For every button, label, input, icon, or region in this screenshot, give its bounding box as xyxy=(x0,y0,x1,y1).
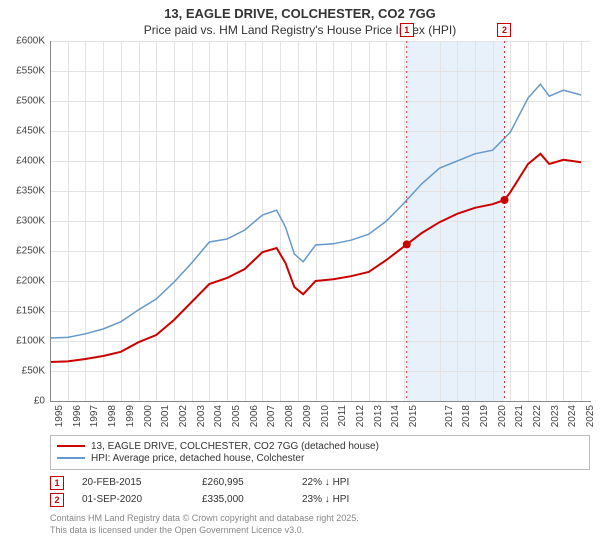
event-row: 1 20-FEB-2015£260,99522% ↓ HPI xyxy=(50,476,590,490)
event-price: £260,995 xyxy=(202,477,302,488)
series-line-price_paid xyxy=(50,154,581,362)
x-axis-label: 2015 xyxy=(408,405,419,427)
x-axis-label: 2025 xyxy=(585,405,596,427)
y-axis-label: £150K xyxy=(1,305,45,316)
y-axis-label: £50K xyxy=(1,365,45,376)
x-axis-label: 2001 xyxy=(160,405,171,427)
event-table: 1 20-FEB-2015£260,99522% ↓ HPI 2 01-SEP-202… xyxy=(50,476,590,507)
x-axis-label: 2018 xyxy=(461,405,472,427)
footnote-line: Contains HM Land Registry data © Crown c… xyxy=(50,513,590,525)
event-row-marker: 2 xyxy=(50,493,64,507)
footnote-line: This data is licensed under the Open Gov… xyxy=(50,525,590,537)
y-axis-label: £250K xyxy=(1,245,45,256)
legend-swatch xyxy=(57,445,85,447)
event-delta: 23% ↓ HPI xyxy=(302,494,422,505)
event-marker-1: 1 xyxy=(400,23,414,37)
gridline-h xyxy=(50,401,590,402)
y-axis-label: £400K xyxy=(1,155,45,166)
legend-label: HPI: Average price, detached house, Colc… xyxy=(91,453,304,464)
x-axis-label: 2008 xyxy=(284,405,295,427)
y-axis-label: £0 xyxy=(1,395,45,406)
x-axis-label: 2020 xyxy=(497,405,508,427)
x-axis-label: 1998 xyxy=(107,405,118,427)
y-axis-label: £350K xyxy=(1,185,45,196)
x-axis-label: 2014 xyxy=(390,405,401,427)
x-axis-label: 2019 xyxy=(479,405,490,427)
x-axis-label: 2002 xyxy=(178,405,189,427)
x-axis-label: 2011 xyxy=(337,405,348,427)
event-date: 01-SEP-2020 xyxy=(82,494,202,505)
footnote: Contains HM Land Registry data © Crown c… xyxy=(50,513,590,536)
series-line-hpi xyxy=(50,84,581,338)
x-axis-label: 2013 xyxy=(373,405,384,427)
y-axis-label: £200K xyxy=(1,275,45,286)
x-axis-label: 2003 xyxy=(196,405,207,427)
event-price: £335,000 xyxy=(202,494,302,505)
y-axis-label: £300K xyxy=(1,215,45,226)
y-axis-label: £550K xyxy=(1,65,45,76)
legend-swatch xyxy=(57,457,85,459)
x-axis-label: 1997 xyxy=(89,405,100,427)
x-axis-label: 2004 xyxy=(213,405,224,427)
legend-item: 13, EAGLE DRIVE, COLCHESTER, CO2 7GG (de… xyxy=(57,441,583,452)
x-axis-label: 2024 xyxy=(567,405,578,427)
x-axis-label: 1995 xyxy=(54,405,65,427)
y-axis-label: £600K xyxy=(1,35,45,46)
event-date: 20-FEB-2015 xyxy=(82,477,202,488)
chart-container: 13, EAGLE DRIVE, COLCHESTER, CO2 7GG Pri… xyxy=(0,0,600,560)
y-axis-label: £450K xyxy=(1,125,45,136)
x-axis-label: 2000 xyxy=(143,405,154,427)
y-axis-label: £500K xyxy=(1,95,45,106)
x-axis-label: 2012 xyxy=(355,405,366,427)
event-row: 2 01-SEP-2020£335,00023% ↓ HPI xyxy=(50,493,590,507)
chart-plot-area: £0£50K£100K£150K£200K£250K£300K£350K£400… xyxy=(50,41,590,401)
x-axis-label: 2005 xyxy=(231,405,242,427)
legend-item: HPI: Average price, detached house, Colc… xyxy=(57,453,583,464)
x-axis-label: 2009 xyxy=(302,405,313,427)
legend-label: 13, EAGLE DRIVE, COLCHESTER, CO2 7GG (de… xyxy=(91,441,379,452)
x-axis-label: 1999 xyxy=(125,405,136,427)
x-axis-label: 2010 xyxy=(320,405,331,427)
x-axis-label: 2023 xyxy=(550,405,561,427)
x-axis-label: 2022 xyxy=(532,405,543,427)
chart-title: 13, EAGLE DRIVE, COLCHESTER, CO2 7GG xyxy=(0,0,600,23)
x-axis-label: 2017 xyxy=(444,405,455,427)
x-axis-label: 2006 xyxy=(249,405,260,427)
event-marker-2: 2 xyxy=(497,23,511,37)
legend: 13, EAGLE DRIVE, COLCHESTER, CO2 7GG (de… xyxy=(50,435,590,470)
event-delta: 22% ↓ HPI xyxy=(302,477,422,488)
x-axis-label: 2007 xyxy=(266,405,277,427)
x-axis-label: 1996 xyxy=(72,405,83,427)
event-row-marker: 1 xyxy=(50,476,64,490)
y-axis-label: £100K xyxy=(1,335,45,346)
x-axis-label: 2021 xyxy=(514,405,525,427)
